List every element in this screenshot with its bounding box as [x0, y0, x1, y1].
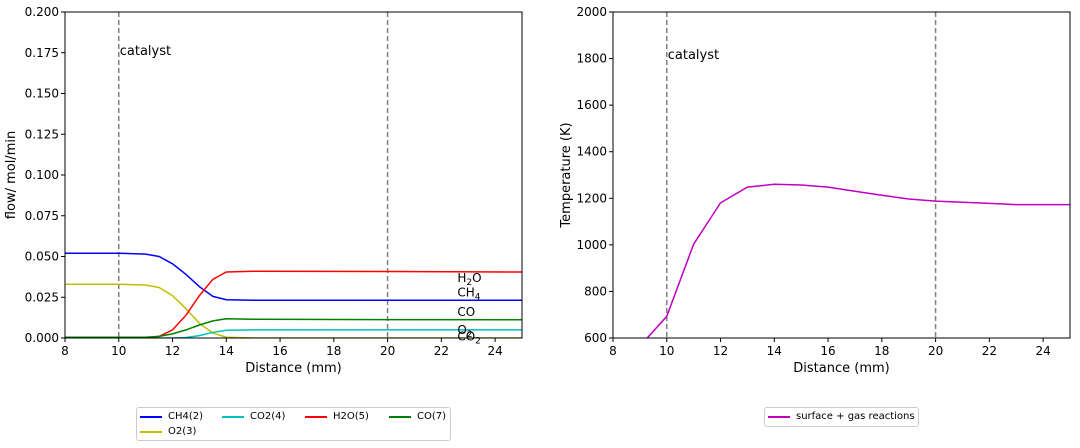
x-axis-label: Distance (mm) [793, 361, 889, 376]
temperature-series-0 [646, 183, 1070, 338]
legend-swatch [140, 430, 162, 433]
legend-label: CO(7) [417, 411, 447, 422]
x-tick-label: 20 [380, 344, 395, 358]
y-tick-label: 1600 [576, 98, 607, 112]
y-tick-label: 600 [584, 331, 607, 345]
legend-item-o2: O2(3) [140, 426, 196, 437]
x-tick-label: 18 [874, 344, 889, 358]
x-tick-label: 16 [272, 344, 287, 358]
y-tick-label: 1000 [576, 238, 607, 252]
y-axis-label: flow/ mol/min [4, 131, 19, 219]
legend-swatch [222, 415, 244, 418]
y-tick-label: 0.050 [25, 250, 59, 264]
legend-label: H2O(5) [333, 411, 369, 422]
legend-swatch [305, 415, 327, 418]
y-tick-label: 1800 [576, 52, 607, 66]
legend-swatch [389, 415, 411, 418]
x-tick-label: 24 [487, 344, 502, 358]
species-label: CH4 [457, 286, 480, 303]
x-tick-label: 14 [219, 344, 234, 358]
x-tick-label: 22 [982, 344, 997, 358]
y-tick-label: 0.200 [25, 5, 59, 19]
catalyst-annotation: catalyst [120, 44, 171, 59]
x-tick-label: 8 [609, 344, 617, 358]
species-label: CO2 [457, 330, 481, 347]
legend-item-ch4: CH4(2) [140, 411, 203, 422]
x-tick-label: 24 [1035, 344, 1050, 358]
flow-plot: 8 10 12 14 16 18 20 22 24 0.000 0.025 0.050 0.075 0.1… [4, 5, 523, 376]
y-tick-label: 2000 [576, 5, 607, 19]
y-tick-label: 0.175 [25, 46, 59, 60]
legend-item-h2o: H2O(5) [305, 411, 369, 422]
legend-item-surface-gas: surface + gas reactions [768, 411, 915, 422]
x-tick-label: 14 [767, 344, 782, 358]
x-tick-label: 22 [434, 344, 449, 358]
x-tick-label: 12 [165, 344, 180, 358]
flow-series-3 [65, 270, 522, 338]
temperature-plot: 8 10 12 14 16 18 20 22 24 600 800 1000 1200 1400 1600 1… [559, 5, 1071, 376]
y-tick-label: 0.025 [25, 290, 59, 304]
x-tick-label: 12 [713, 344, 728, 358]
y-tick-label: 1200 [576, 191, 607, 205]
x-tick-label: 20 [928, 344, 943, 358]
species-label: O2 [457, 323, 472, 340]
x-tick-label: 16 [820, 344, 835, 358]
legend-label: O2(3) [168, 426, 197, 437]
x-axis-label: Distance (mm) [245, 361, 341, 376]
legend-item-co2: CO2(4) [222, 411, 285, 422]
legend-label: CO2(4) [250, 411, 286, 422]
y-tick-label: 0.150 [25, 87, 59, 101]
temperature-legend: surface + gas reactions [764, 407, 919, 427]
catalyst-annotation: catalyst [668, 48, 719, 63]
x-tick-label: 18 [326, 344, 341, 358]
flow-legend: CH4(2) CO2(4) H2O(5) CO(7) O2(3) [136, 407, 451, 441]
y-tick-label: 1400 [576, 145, 607, 159]
legend-label: surface + gas reactions [796, 411, 915, 422]
legend-item-co: CO(7) [389, 411, 446, 422]
y-axis-label: Temperature (K) [559, 122, 574, 228]
legend-label: CH4(2) [168, 411, 204, 422]
plot-frame [612, 11, 1071, 339]
legend-swatch [768, 415, 790, 418]
x-tick-label: 10 [111, 344, 126, 358]
y-tick-label: 0.075 [25, 209, 59, 223]
y-tick-label: 800 [584, 284, 607, 298]
x-tick-label: 10 [659, 344, 674, 358]
flow-series-1 [65, 283, 522, 338]
plot-frame [64, 11, 523, 339]
flow-series-4 [65, 318, 522, 338]
y-tick-label: 0.000 [25, 331, 59, 345]
species-label: H2O [457, 271, 481, 288]
x-tick-label: 8 [61, 344, 69, 358]
y-tick-label: 0.100 [25, 168, 59, 182]
flow-series-0 [65, 252, 522, 301]
legend-swatch [140, 415, 162, 418]
species-label: CO [457, 305, 475, 319]
y-tick-label: 0.125 [25, 127, 59, 141]
